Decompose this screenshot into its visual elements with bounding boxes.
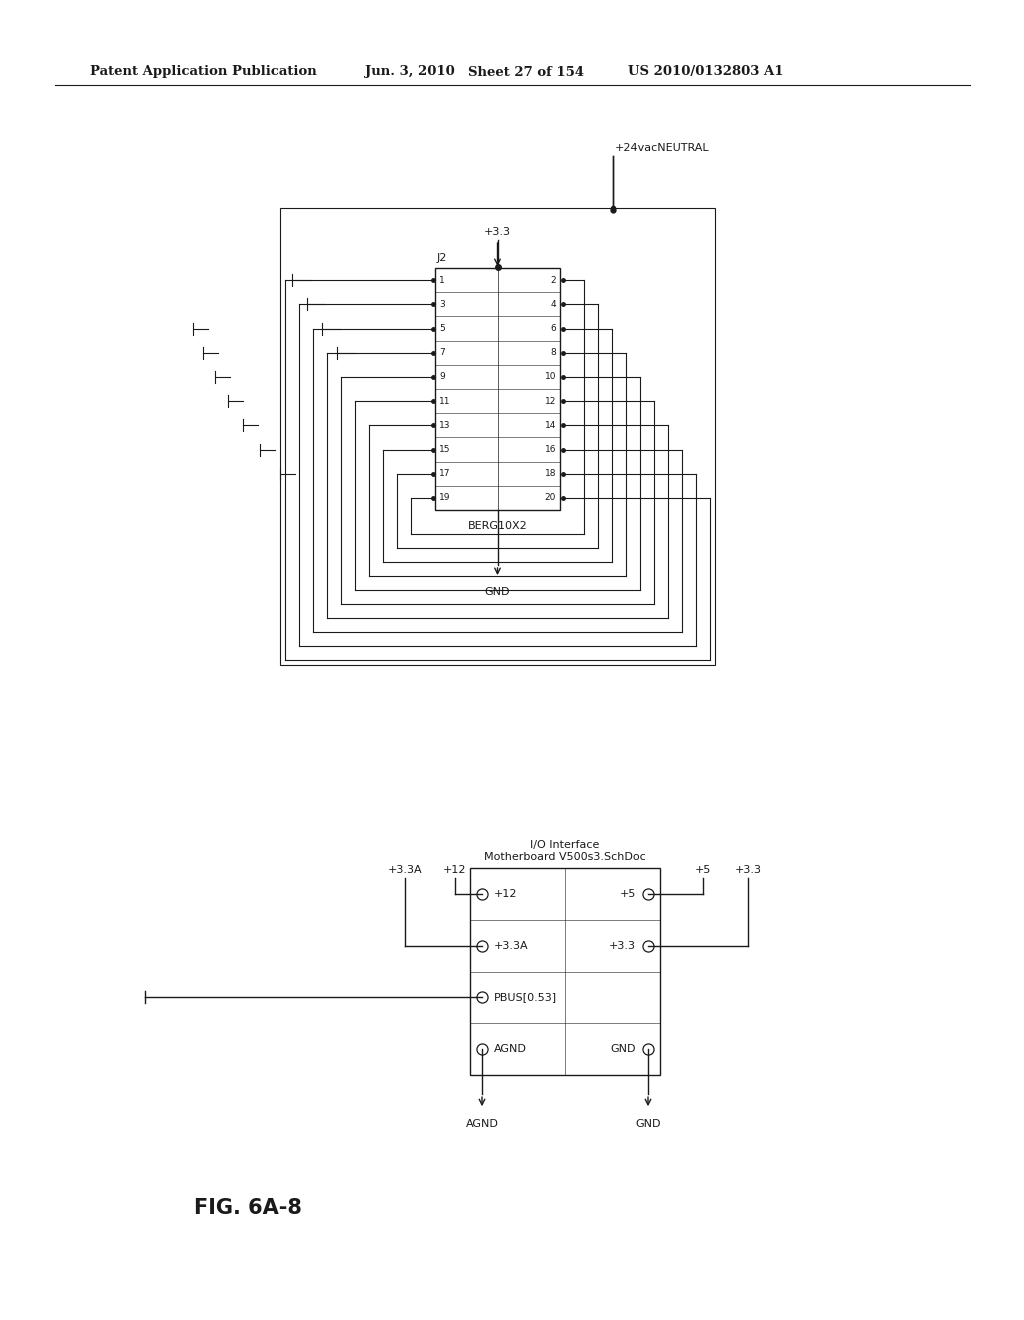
Text: 3: 3 (439, 300, 444, 309)
Text: 20: 20 (545, 494, 556, 503)
Text: GND: GND (484, 587, 510, 597)
Text: Motherboard V500s3.SchDoc: Motherboard V500s3.SchDoc (484, 851, 646, 862)
Bar (470, 869, 660, 1074)
Text: Sheet 27 of 154: Sheet 27 of 154 (468, 66, 584, 78)
Text: +3.3: +3.3 (609, 941, 636, 950)
Text: Jun. 3, 2010: Jun. 3, 2010 (365, 66, 455, 78)
Text: +5: +5 (620, 888, 636, 899)
Text: +3.3A: +3.3A (388, 865, 422, 875)
Text: +24vacNEUTRAL: +24vacNEUTRAL (615, 143, 710, 153)
Text: 2: 2 (550, 276, 556, 285)
Text: FIG. 6A-8: FIG. 6A-8 (195, 1199, 302, 1218)
Text: GND: GND (635, 1119, 660, 1129)
Text: 17: 17 (439, 469, 451, 478)
Text: AGND: AGND (494, 1044, 527, 1055)
Text: 9: 9 (439, 372, 444, 381)
Text: 4: 4 (550, 300, 556, 309)
Text: 16: 16 (545, 445, 556, 454)
Text: +5: +5 (695, 865, 712, 875)
Text: AGND: AGND (466, 1119, 499, 1129)
Text: 11: 11 (439, 396, 451, 405)
Text: GND: GND (610, 1044, 636, 1055)
Text: +3.3: +3.3 (734, 865, 762, 875)
Text: 6: 6 (550, 323, 556, 333)
Text: +12: +12 (494, 888, 517, 899)
Text: +12: +12 (443, 865, 467, 875)
Text: US 2010/0132803 A1: US 2010/0132803 A1 (628, 66, 783, 78)
Text: BERG10X2: BERG10X2 (468, 521, 527, 531)
Text: 18: 18 (545, 469, 556, 478)
Text: +3.3A: +3.3A (494, 941, 528, 950)
Text: 19: 19 (439, 494, 451, 503)
Text: I/O Interface: I/O Interface (530, 840, 600, 850)
Text: 13: 13 (439, 421, 451, 430)
Text: 7: 7 (439, 348, 444, 358)
Text: PBUS[0.53]: PBUS[0.53] (494, 993, 557, 1002)
Text: 12: 12 (545, 396, 556, 405)
Text: 14: 14 (545, 421, 556, 430)
Text: J2: J2 (437, 253, 447, 263)
Text: 1: 1 (439, 276, 444, 285)
Text: +3.3: +3.3 (484, 227, 511, 238)
Text: 15: 15 (439, 445, 451, 454)
Text: 10: 10 (545, 372, 556, 381)
Text: 8: 8 (550, 348, 556, 358)
Text: Patent Application Publication: Patent Application Publication (90, 66, 316, 78)
Bar (280, 209, 715, 665)
Text: 5: 5 (439, 323, 444, 333)
Bar (435, 268, 560, 510)
